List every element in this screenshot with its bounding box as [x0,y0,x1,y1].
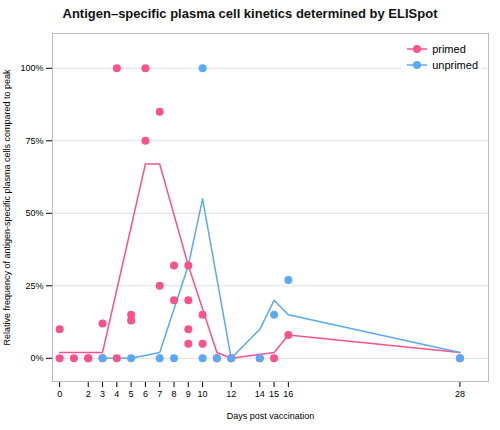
html-text:unprimed: unprimed [432,59,478,71]
svg-text:7: 7 [157,389,162,399]
svg-text:4: 4 [114,389,119,399]
svg-text:Relative frequency of antigen-: Relative frequency of antigen-specific p… [2,69,12,346]
svg-text:15: 15 [269,389,279,399]
svg-text:14: 14 [255,389,265,399]
svg-text:8: 8 [172,389,177,399]
svg-text:50%: 50% [25,208,43,218]
svg-text:28: 28 [455,389,465,399]
svg-text:16: 16 [283,389,293,399]
svg-text:0: 0 [57,389,62,399]
svg-text:25%: 25% [25,281,43,291]
html-text:primed: primed [432,43,466,55]
svg-text:5: 5 [129,389,134,399]
svg-text:12: 12 [226,389,236,399]
svg-text:10: 10 [198,389,208,399]
html-text:Antigen–specific plasma cell k: Antigen–specific plasma cell kinetics de… [62,6,438,21]
svg-text:100%: 100% [20,63,43,73]
svg-text:2: 2 [86,389,91,399]
svg-text:Days post vaccination: Days post vaccination [227,411,315,421]
svg-text:3: 3 [100,389,105,399]
svg-text:6: 6 [143,389,148,399]
svg-text:0%: 0% [30,353,43,363]
svg-text:9: 9 [186,389,191,399]
svg-text:75%: 75% [25,136,43,146]
